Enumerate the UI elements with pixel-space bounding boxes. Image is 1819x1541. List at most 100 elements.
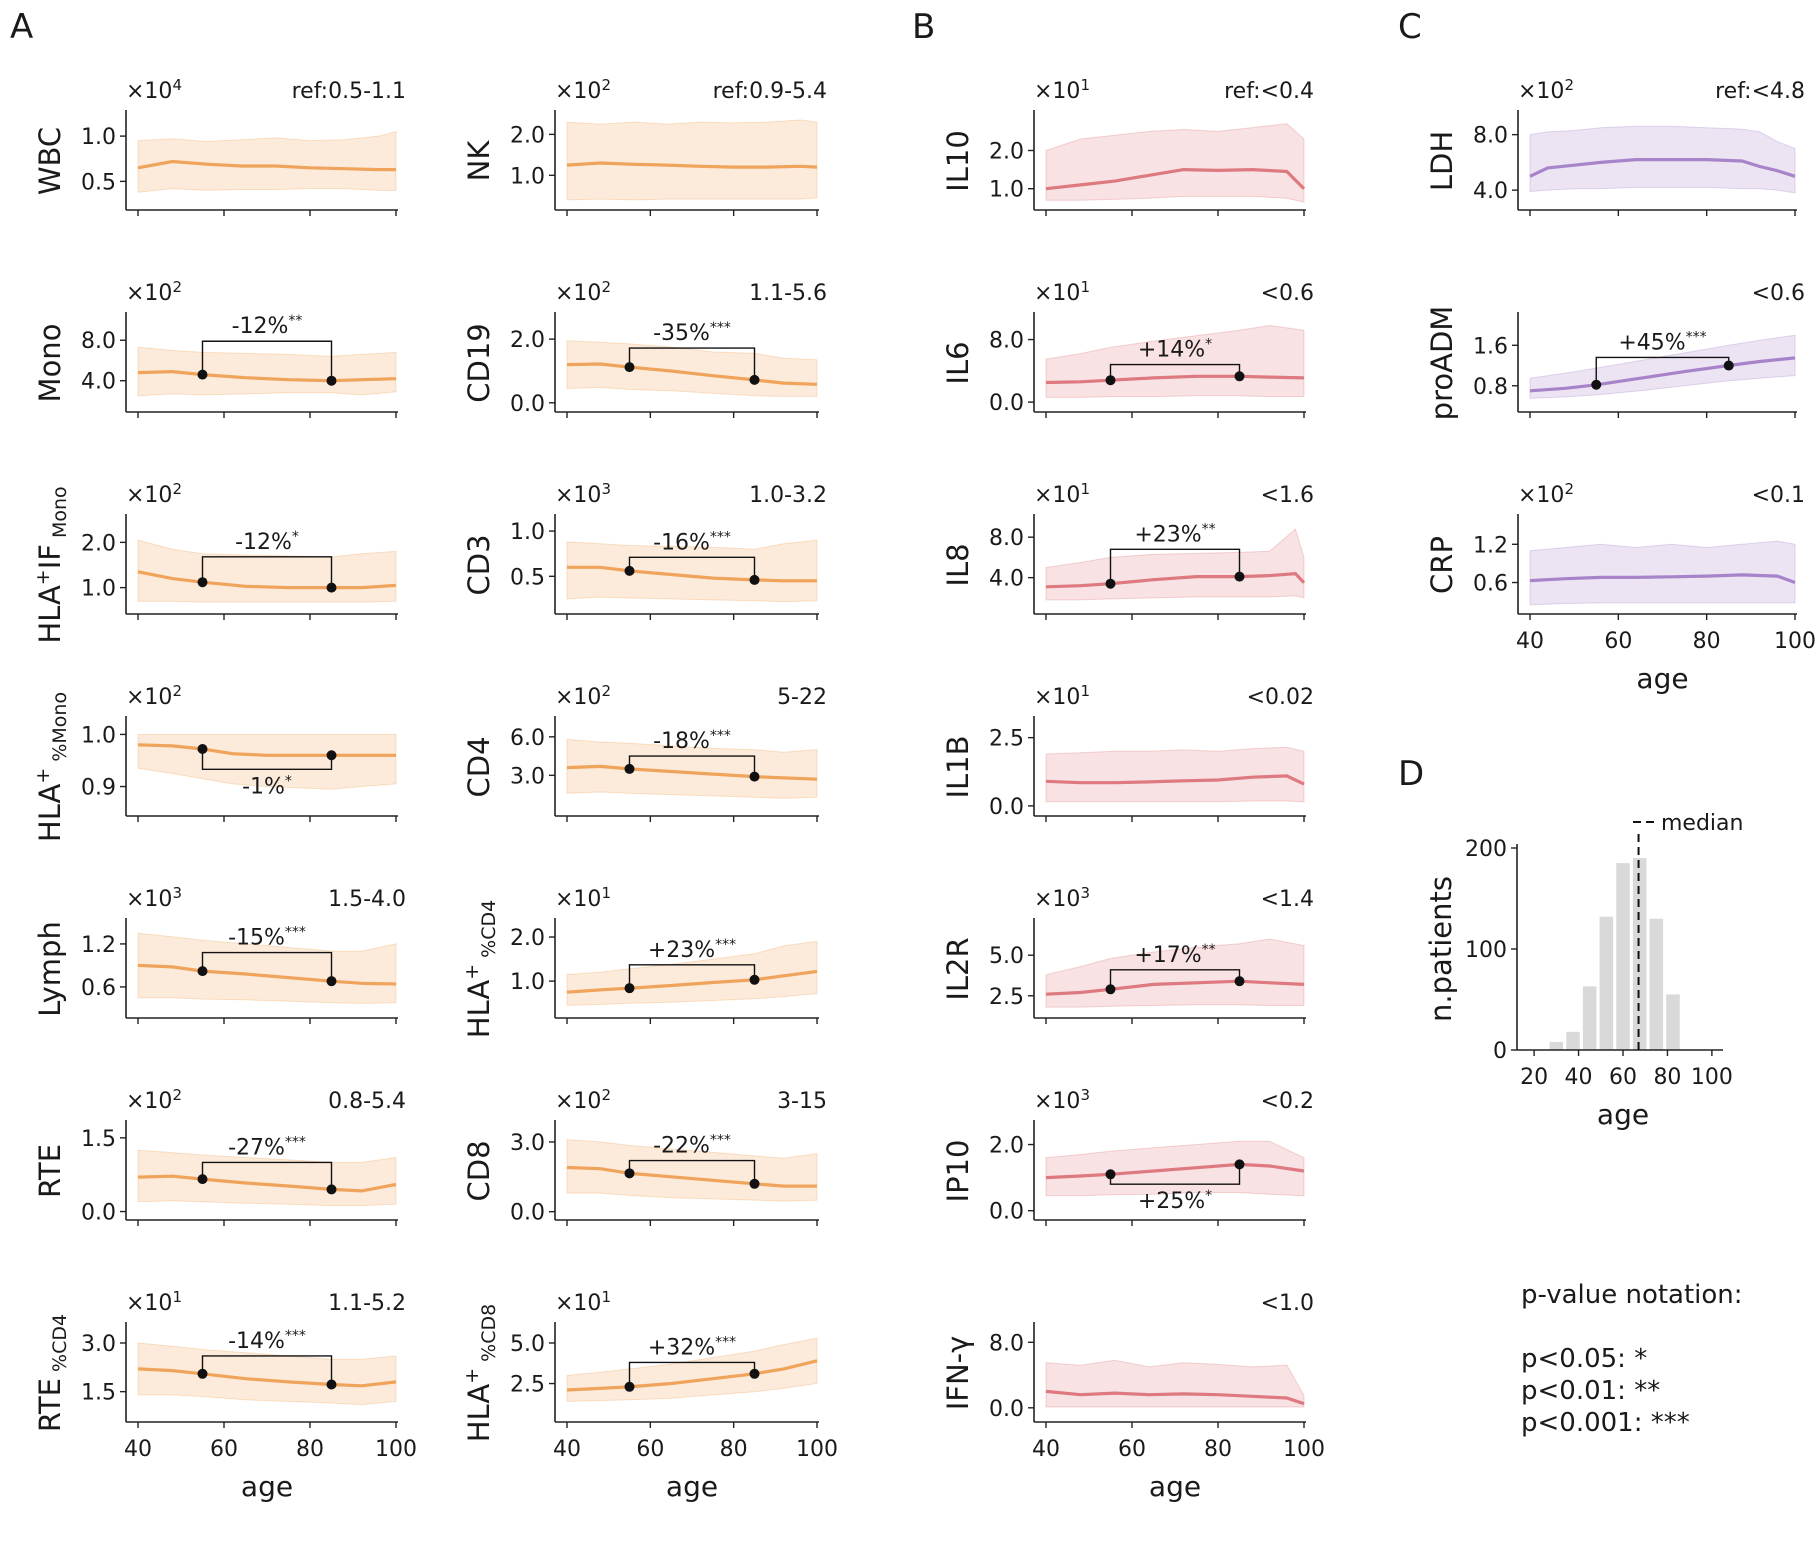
scale-exponent: 2 [601,682,611,700]
y-tick-label: 2.0 [989,139,1024,164]
y-tick-label: 8.0 [81,329,116,354]
y-tick-label: 8.0 [989,1331,1024,1356]
comparison-bracket [201,749,333,771]
comparison-point-start [1105,578,1116,589]
comparison-point-start [624,1168,635,1179]
percent-change-label: -16%*** [653,529,731,555]
subplot-mono: 4.0 8.0 ×102 Mono -12%** [33,278,398,418]
scale-exponent: 3 [1080,884,1090,902]
x-tick-label: 60 [1118,1437,1146,1462]
scale-multiplier: ×101 [555,1288,611,1316]
significance-stars: ** [1202,521,1216,537]
ci-band [1045,123,1305,203]
y-tick-label: 8.0 [1473,124,1508,149]
comparison-point-start [197,1368,208,1379]
reference-range: ref:<4.8 [1715,79,1805,104]
y-tick-label: 1.6 [1473,334,1508,359]
scale-multiplier: ×102 [555,278,611,306]
comparison-point-end [749,1178,760,1189]
scale-multiplier: ×101 [1034,278,1090,306]
subplot-ldh: 4.0 8.0 ×102 ref:<4.8 LDH [1425,76,1805,216]
y-tick-label: 1.0 [81,577,116,602]
histogram-bar [1599,916,1614,1050]
histogram-bar [1566,1031,1580,1050]
comparison-point-end [749,771,760,782]
ci-band [566,539,818,603]
comparison-point-end [1234,371,1245,382]
comparison-point-end [326,375,337,386]
y-tick-label: 0.0 [989,391,1024,416]
scale-multiplier: ×102 [1518,76,1574,104]
percent-change-label: -12%* [235,529,299,555]
subplot-rtepctcd4: 1.5 3.0 40 60 80 100 age ×101 1.1-5.2 RTE %CD4 -14… [33,1288,417,1503]
comparison-bracket [201,1355,333,1385]
scale-multiplier: ×103 [126,884,182,912]
y-axis-label: CD3 [462,534,496,595]
comparison-point-end [326,1184,337,1195]
mean-line [137,570,397,590]
comparison-point-start [1591,379,1602,390]
y-tick-label: 0.5 [510,565,545,590]
scale-multiplier: ×102 [555,682,611,710]
comparison-point-start [624,763,635,774]
mean-line [566,1359,818,1392]
subplot-lymph: 0.6 1.2 ×103 1.5-4.0 Lymph -15%*** [33,884,406,1024]
significance-stars: *** [285,1328,306,1344]
x-tick-label: 100 [375,1437,417,1462]
y-tick-label: 6.0 [510,726,545,751]
comparison-point-start [624,983,635,994]
subplot-hlaif: 1.0 2.0 ×102 HLA+IF Mono -12%* [32,480,398,644]
percent-change-label: +23%*** [648,937,736,963]
x-tick-label: 60 [1604,629,1632,654]
reference-range: <0.2 [1261,1089,1314,1114]
reference-range: <0.1 [1752,483,1805,508]
reference-range: 1.0-3.2 [749,483,827,508]
subplot-crp: 0.6 1.2 40 60 80 100 age ×102 <0.1 CRP [1425,480,1816,695]
reference-range: <0.6 [1752,281,1805,306]
scale-exponent: 2 [601,1086,611,1104]
y-tick-label: 0.6 [1473,572,1508,597]
y-axis-label: CD8 [462,1140,496,1201]
y-label-subscript: %CD4 [49,1314,71,1378]
scale-exponent: 2 [172,480,182,498]
significance-stars: *** [710,1133,731,1149]
ci-band [566,738,818,799]
scale-multiplier: ×103 [1034,884,1090,912]
subplot-hlapctcd4: 1.0 2.0 ×101 HLA+ %CD4 +23%*** [461,884,819,1038]
significance-stars: *** [710,728,731,744]
comparison-point-start [624,362,635,373]
significance-stars: *** [710,320,731,336]
scale-exponent: 1 [1080,76,1090,94]
y-label-subscript: %CD4 [478,900,500,964]
reference-range: <0.02 [1247,685,1314,710]
y-axis-label: HLA+IF Mono [32,486,71,643]
y-axis-label: WBC [33,127,67,195]
mean-line [566,1165,817,1188]
comparison-point-start [197,577,208,588]
y-tick-label: 100 [1465,938,1507,963]
scale-exponent: 2 [172,278,182,296]
x-tick-label: 100 [1774,629,1816,654]
y-tick-label: 0 [1493,1039,1507,1064]
panel-letter-a: A [10,7,33,47]
comparison-point-end [749,974,760,985]
mean-line [137,963,397,986]
scale-exponent: 1 [172,1288,182,1306]
y-axis-label: IL8 [941,543,975,586]
reference-range: ref:0.9-5.4 [713,79,827,104]
reference-range: 3-15 [777,1089,827,1114]
ci-band [566,340,818,397]
x-tick-label: 40 [1516,629,1544,654]
reference-range: <1.4 [1261,887,1314,912]
y-label-superscript: + [32,768,54,784]
mean-line [566,161,818,169]
comparison-bracket [201,556,333,588]
y-axis-label: CD4 [462,736,496,797]
y-tick-label: 3.0 [510,1131,545,1156]
significance-stars: ** [288,313,302,329]
y-tick-label: 0.6 [81,976,116,1001]
significance-stars: *** [285,925,306,941]
y-tick-label: 8.0 [989,329,1024,354]
